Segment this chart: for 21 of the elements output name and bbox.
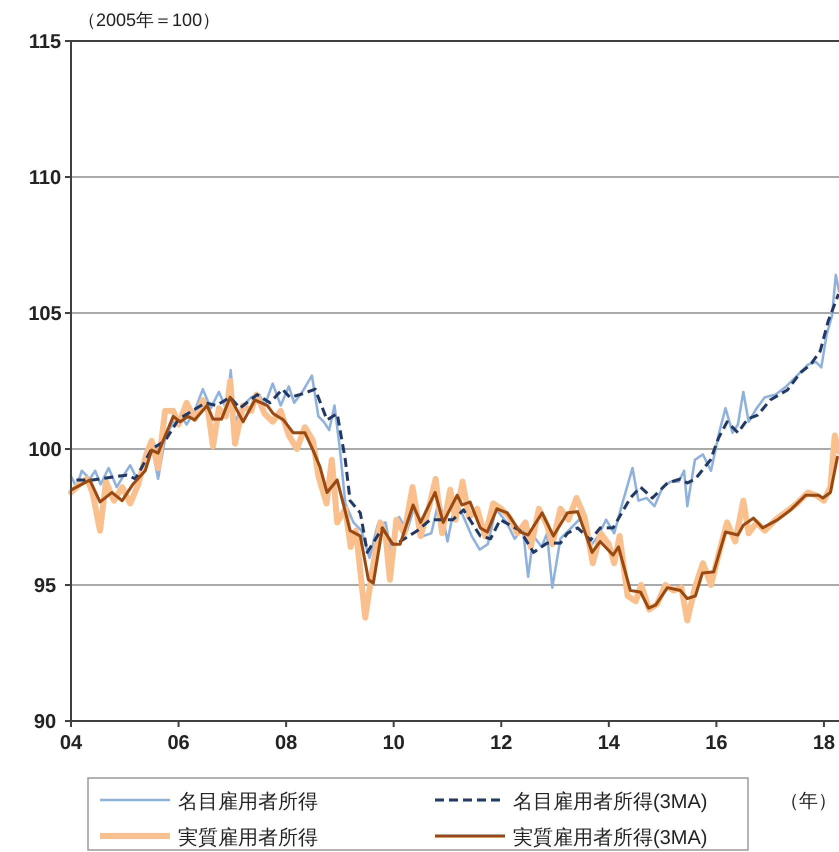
y-tick-label: 100: [28, 439, 62, 461]
x-tick-label: 08: [275, 732, 298, 754]
x-tick-label: 12: [490, 732, 512, 754]
x-tick-label: 18: [812, 732, 836, 754]
x-tick-label: 16: [705, 732, 728, 754]
legend-label: 実質雇用者所得(3MA): [513, 826, 708, 849]
x-tick-label: 06: [167, 732, 190, 754]
y-tick-label: 105: [28, 303, 62, 325]
y-tick-label: 90: [34, 711, 56, 733]
legend-label: 実質雇用者所得: [178, 826, 318, 849]
x-tick-label: 14: [598, 732, 621, 754]
legend-label: 名目雇用者所得(3MA): [513, 791, 708, 813]
y-tick-label: 95: [34, 575, 56, 597]
y-tick-label: 115: [28, 31, 62, 53]
x-tick-label: 10: [382, 732, 405, 754]
line-series: [74, 292, 839, 554]
y-tick-label: 110: [28, 167, 62, 189]
x-axis-title: （年）: [780, 791, 837, 812]
x-tick-label: 04: [60, 732, 83, 754]
legend-label: 名目雇用者所得: [178, 791, 318, 813]
y-axis-title: （2005年＝100）: [78, 10, 220, 30]
